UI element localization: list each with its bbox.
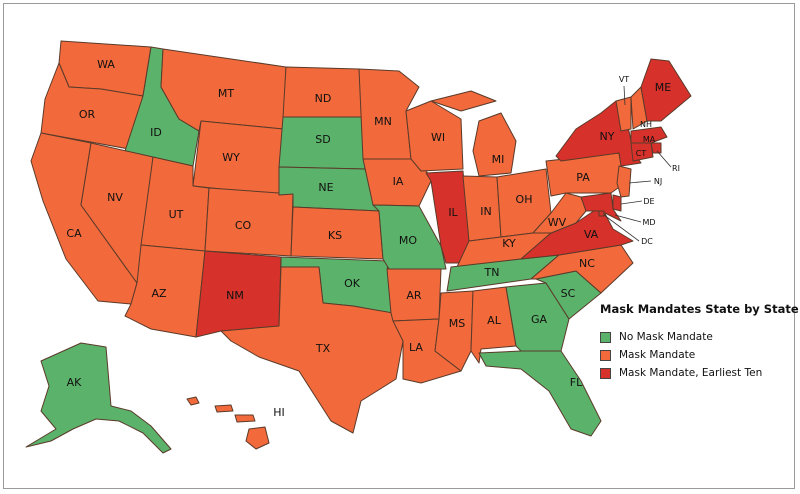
label-KY: KY [502,237,516,250]
label-WA: WA [97,58,115,71]
state-DC [598,210,605,217]
label-DE: DE [643,197,654,206]
label-OR: OR [79,108,96,121]
legend-label-no-mandate: No Mask Mandate [619,331,713,343]
label-WI: WI [431,131,445,144]
label-HI: HI [273,406,285,419]
label-TN: TN [484,266,500,279]
state-CT [630,142,654,162]
label-ME: ME [655,81,671,94]
state-MD [580,192,622,222]
label-OK: OK [344,277,361,290]
label-CO: CO [235,219,252,232]
label-NH: NH [640,120,652,129]
label-AK: AK [67,376,83,389]
state-NJ [616,165,632,198]
label-CT: CT [636,149,647,158]
label-NY: NY [600,130,615,143]
leader-lines [603,85,672,242]
label-PA: PA [576,171,590,184]
us-states-map: WA OR CA ID NV MT WY UT AZ CO NM ND SD N… [25,40,692,454]
state-TX [220,266,404,434]
map-legend: Mask Mandates State by State No Mask Man… [600,302,800,382]
legend-swatch-mandate [600,349,611,361]
label-ID: ID [150,126,162,139]
state-VT [615,96,632,132]
label-MI: MI [492,153,505,166]
label-KS: KS [328,229,342,242]
label-FL: FL [570,376,583,389]
label-IA: IA [393,175,404,188]
state-ME [640,58,692,122]
state-AK [25,342,172,454]
label-NC: NC [579,257,595,270]
label-MS: MS [449,317,465,330]
label-AR: AR [406,289,422,302]
label-RI: RI [672,164,680,173]
label-DC: DC [641,237,653,246]
legend-label-earliest-ten: Mask Mandate, Earliest Ten [619,367,763,379]
legend-item-earliest-ten: Mask Mandate, Earliest Ten [600,364,800,382]
label-AZ: AZ [151,287,167,300]
label-UT: UT [169,208,184,221]
label-NJ: NJ [654,177,662,186]
label-AL: AL [487,314,502,327]
legend-swatch-earliest-ten [600,367,611,379]
map-frame: WA OR CA ID NV MT WY UT AZ CO NM ND SD N… [3,3,799,489]
label-WV: WV [548,216,567,229]
label-LA: LA [409,341,423,354]
state-HI [186,396,270,450]
label-VT: VT [619,75,629,84]
label-IL: IL [448,206,458,219]
label-ND: ND [315,92,332,105]
state-labels: WA OR CA ID NV MT WY UT AZ CO NM ND SD N… [66,58,680,419]
label-TX: TX [315,342,331,355]
state-FL [478,350,602,437]
legend-item-no-mandate: No Mask Mandate [600,328,800,346]
state-DE [612,194,622,212]
label-NE: NE [318,181,333,194]
label-MD: MD [642,218,655,227]
label-MN: MN [374,115,392,128]
state-MI [430,90,517,177]
legend-swatch-no-mandate [600,331,611,343]
label-NM: NM [226,289,244,302]
label-CA: CA [66,227,82,240]
label-VA: VA [584,228,599,241]
label-MT: MT [218,87,234,100]
legend-item-mandate: Mask Mandate [600,346,800,364]
label-SC: SC [561,287,576,300]
state-WV [532,192,587,234]
label-MO: MO [399,234,417,247]
label-SD: SD [315,133,330,146]
label-IN: IN [480,205,491,218]
legend-title: Mask Mandates State by State [600,302,799,316]
label-GA: GA [531,313,548,326]
label-OH: OH [516,193,533,206]
label-NV: NV [107,191,123,204]
state-MA [630,126,668,144]
label-MA: MA [643,135,656,144]
label-WY: WY [222,151,240,164]
legend-label-mandate: Mask Mandate [619,349,696,361]
